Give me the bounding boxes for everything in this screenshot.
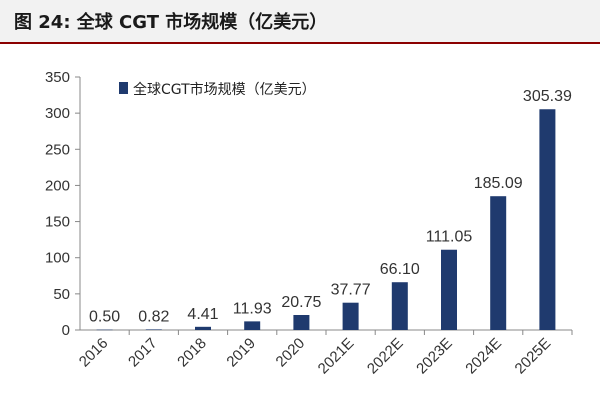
bar — [391, 282, 408, 330]
data-label: 4.41 — [187, 306, 218, 323]
x-tick-label: 2024E — [462, 335, 505, 378]
data-label: 185.09 — [474, 175, 523, 192]
data-label: 11.93 — [233, 300, 272, 317]
x-tick-label: 2025E — [512, 335, 555, 378]
x-tick-label: 2020 — [273, 335, 309, 371]
y-tick-label: 200 — [45, 177, 70, 194]
y-tick-label: 300 — [45, 105, 70, 122]
data-label: 20.75 — [281, 294, 321, 311]
bar — [145, 329, 162, 330]
x-tick-label: 2023E — [413, 335, 456, 378]
data-label: 37.77 — [331, 282, 371, 299]
bar — [342, 302, 359, 330]
bar — [96, 329, 113, 331]
x-tick-label: 2022E — [364, 335, 407, 378]
y-tick-label: 50 — [53, 286, 70, 303]
x-tick-label: 2016 — [76, 335, 112, 371]
title-bar: 图 24: 全球 CGT 市场规模（亿美元） — [0, 0, 600, 44]
bar — [293, 315, 310, 330]
bar — [539, 109, 556, 330]
legend-label: 全球CGT市场规模（亿美元） — [133, 81, 316, 98]
data-label: 305.39 — [523, 88, 572, 105]
x-tick-label: 2021E — [315, 335, 358, 378]
x-tick-label: 2018 — [174, 335, 210, 371]
x-tick-label: 2017 — [125, 335, 161, 371]
bar — [441, 249, 457, 330]
data-label: 111.05 — [426, 229, 473, 246]
y-tick-label: 0 — [62, 322, 70, 339]
bar — [195, 326, 211, 330]
bar — [490, 196, 507, 330]
y-tick-label: 100 — [45, 250, 70, 267]
legend-swatch — [119, 82, 128, 94]
data-label: 0.82 — [138, 308, 169, 325]
data-label: 0.50 — [89, 309, 120, 326]
data-label: 66.10 — [380, 261, 420, 278]
y-tick-label: 150 — [45, 214, 70, 231]
y-tick-label: 350 — [45, 69, 70, 86]
y-tick-label: 250 — [45, 141, 70, 158]
x-tick-label: 2019 — [223, 335, 259, 371]
bar — [244, 321, 261, 330]
chart-title: 图 24: 全球 CGT 市场规模（亿美元） — [14, 12, 328, 33]
